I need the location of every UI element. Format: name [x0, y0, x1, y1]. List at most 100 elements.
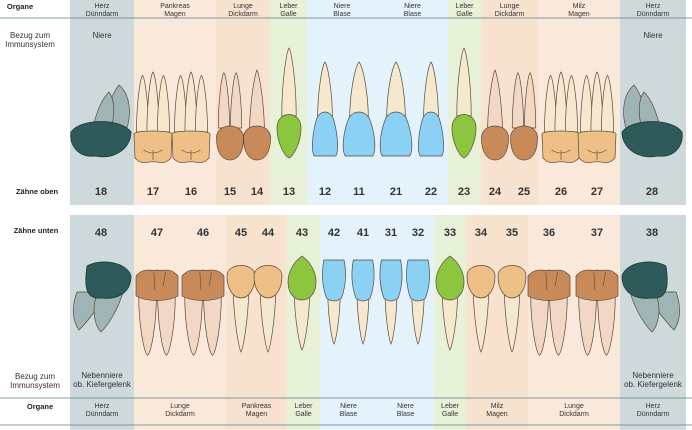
tooth-number-31: 31 — [385, 227, 397, 239]
tooth-number-13: 13 — [283, 186, 295, 198]
upper-organ-label-7: Leber Galle — [456, 3, 475, 18]
lower-organ-label-9: Lunge Dickdarm — [559, 403, 589, 418]
tooth-number-16: 16 — [185, 186, 197, 198]
tooth-46 — [181, 269, 225, 356]
tooth-number-28: 28 — [646, 186, 658, 198]
upper-immune-note-10: Niere — [643, 31, 663, 40]
lower-immune-note-1: Nebenniere ob. Kiefergelenk — [73, 371, 132, 389]
tooth-18 — [70, 84, 132, 158]
tooth-28 — [621, 84, 683, 158]
lower-organ-label-5: Niere Blase — [340, 403, 358, 418]
tooth-number-24: 24 — [489, 186, 502, 198]
tooth-25 — [510, 72, 538, 161]
tooth-35 — [497, 265, 527, 353]
tooth-22 — [418, 61, 444, 157]
bezug-label-bottom: Bezug zum Immunsystem — [10, 372, 60, 390]
tooth-number-37: 37 — [591, 227, 603, 239]
lower-organ-label-6: Niere Blase — [397, 403, 415, 418]
tooth-14 — [243, 69, 271, 161]
tooth-number-14: 14 — [251, 186, 264, 198]
tooth-number-45: 45 — [235, 227, 247, 239]
tooth-number-18: 18 — [95, 186, 107, 198]
organe-label-bottom: Organe — [27, 402, 53, 411]
bezug-label-top: Bezug zum Immunsystem — [5, 31, 55, 49]
tooth-number-21: 21 — [390, 186, 402, 198]
tooth-31 — [379, 259, 403, 345]
upper-organ-label-10: Herz Dünndarm — [637, 3, 670, 18]
tooth-number-43: 43 — [296, 227, 308, 239]
zaehne-oben-label: Zähne oben — [16, 187, 59, 196]
upper-organ-label-6: Niere Blase — [404, 3, 422, 18]
tooth-43 — [287, 255, 317, 351]
tooth-11 — [342, 61, 376, 157]
labels-layer: Organe Bezug zum Immunsystem Zähne oben Z… — [5, 2, 683, 418]
teeth-layer — [70, 47, 683, 356]
tooth-33 — [435, 255, 465, 351]
tooth-number-22: 22 — [425, 186, 437, 198]
upper-organ-label-4: Leber Galle — [280, 3, 299, 18]
tooth-26 — [541, 71, 581, 164]
tooth-47 — [135, 269, 179, 356]
jaw-gap — [0, 205, 692, 215]
lower-organ-label-8: Milz Magen — [486, 403, 508, 418]
tooth-number-38: 38 — [646, 227, 658, 239]
lower-organ-label-2: Lunge Dickdarm — [165, 403, 195, 418]
tooth-45 — [226, 265, 256, 353]
tooth-number-11: 11 — [353, 186, 365, 198]
tooth-number-33: 33 — [444, 227, 456, 239]
tooth-38 — [621, 261, 680, 333]
lower-organ-label-1: Herz Dünndarm — [86, 403, 119, 418]
tooth-44 — [253, 265, 283, 353]
upper-organ-label-8: Lunge Dickdarm — [495, 3, 525, 18]
tooth-13 — [276, 47, 302, 159]
tooth-36 — [527, 269, 571, 356]
tooth-34 — [466, 265, 496, 353]
zaehne-unten-label: Zähne unten — [14, 226, 59, 235]
tooth-27 — [577, 71, 617, 164]
tooth-42 — [322, 259, 346, 345]
tooth-number-42: 42 — [328, 227, 340, 239]
upper-organ-label-1: Herz Dünndarm — [86, 3, 119, 18]
organe-label-top: Organe — [7, 2, 33, 11]
lower-organ-label-10: Herz Dünndarm — [637, 403, 670, 418]
upper-organ-label-5: Niere Blase — [333, 3, 351, 18]
tooth-number-44: 44 — [262, 227, 275, 239]
upper-organ-label-9: Milz Magen — [568, 3, 590, 18]
tooth-15 — [216, 72, 244, 161]
tooth-number-34: 34 — [475, 227, 488, 239]
upper-organ-label-3: Lunge Dickdarm — [228, 3, 258, 18]
tooth-12 — [312, 61, 338, 157]
tooth-number-26: 26 — [555, 186, 567, 198]
tooth-number-23: 23 — [458, 186, 470, 198]
tooth-number-47: 47 — [151, 227, 163, 239]
tooth-32 — [406, 259, 430, 345]
tooth-37 — [575, 269, 619, 356]
tooth-number-27: 27 — [591, 186, 603, 198]
tooth-48 — [73, 261, 132, 333]
upper-immune-note-1: Niere — [92, 31, 112, 40]
tooth-number-36: 36 — [543, 227, 555, 239]
tooth-number-46: 46 — [197, 227, 209, 239]
tooth-number-12: 12 — [319, 186, 331, 198]
lower-organ-label-3: Pankreas Magen — [242, 403, 272, 418]
tooth-number-25: 25 — [518, 186, 530, 198]
tooth-number-48: 48 — [95, 227, 107, 239]
tooth-number-41: 41 — [357, 227, 369, 239]
tooth-41 — [351, 259, 375, 345]
row-separators — [0, 17, 692, 426]
tooth-17 — [133, 71, 173, 164]
tooth-16 — [171, 71, 211, 164]
lower-organ-label-4: Leber Galle — [295, 403, 314, 418]
tooth-24 — [481, 69, 509, 161]
lower-immune-note-10: Nebenniere ob. Kiefergelenk — [624, 371, 683, 389]
tooth-number-15: 15 — [224, 186, 236, 198]
upper-organ-label-2: Pankreas Magen — [160, 3, 190, 18]
tooth-number-17: 17 — [147, 186, 159, 198]
tooth-number-32: 32 — [412, 227, 424, 239]
tooth-21 — [379, 61, 413, 157]
lower-band-6 — [377, 215, 434, 430]
tooth-number-35: 35 — [506, 227, 518, 239]
tooth-23 — [451, 47, 477, 159]
lower-organ-label-7: Leber Galle — [441, 403, 460, 418]
